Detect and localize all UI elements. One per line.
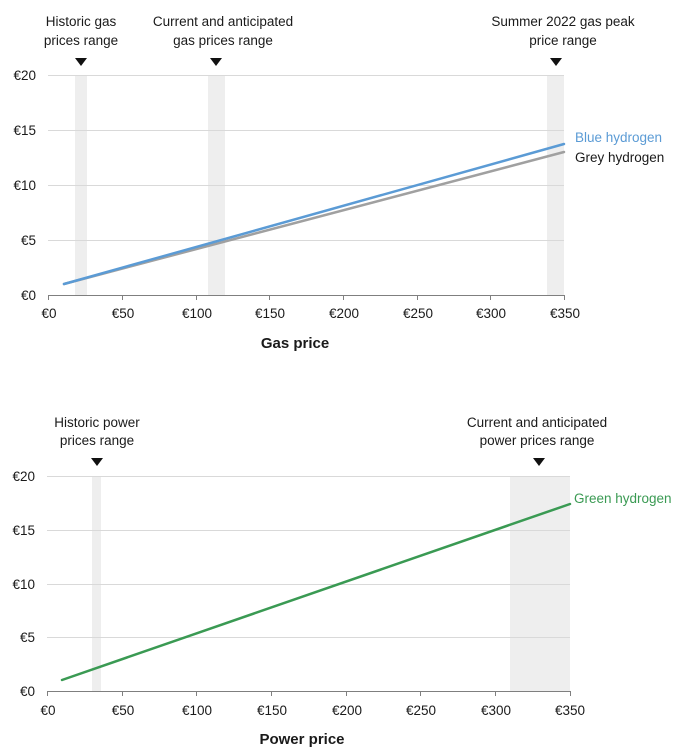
gas-x-tick: €250 [403,306,433,321]
summer-2022-annotation-line2: price range [529,33,597,48]
current-power-annotation-line2: power prices range [480,433,595,448]
power-x-tick: €300 [481,703,511,718]
triangle-down-icon [91,458,103,466]
current-gas-annotation-line1: Current and anticipated [153,14,293,29]
gas-y-tick: €0 [21,288,36,303]
gas-y-tick: €15 [13,123,36,138]
power-x-axis [47,691,571,696]
power-x-axis-title: Power price [259,731,344,748]
power-y-tick: €15 [12,523,35,538]
gas-x-tick: €0 [41,306,56,321]
power-y-tick: €0 [20,684,35,699]
historic-power-annotation-line1: Historic power [54,415,140,430]
triangle-down-icon [210,58,222,66]
power-x-tick: €150 [257,703,287,718]
blue-hydrogen-label: Blue hydrogen [575,130,662,145]
power-y-tick: €20 [12,469,35,484]
power-gridlines [47,476,570,638]
gas-price-chart: €20 €15 €10 €5 €0 €0 €50 €100 €150 €200 … [13,14,664,352]
gas-x-tick: €200 [329,306,359,321]
gas-x-axis [48,295,565,300]
power-y-tick: €10 [12,577,35,592]
gas-x-axis-title: Gas price [261,335,329,352]
power-x-tick: €100 [182,703,212,718]
gas-y-tick: €10 [13,178,36,193]
triangle-down-icon [550,58,562,66]
green-hydrogen-label: Green hydrogen [574,491,672,506]
grey-hydrogen-line [62,150,566,286]
gas-x-tick: €300 [476,306,506,321]
summer-2022-annotation-line1: Summer 2022 gas peak [491,14,635,29]
current-power-annotation-line1: Current and anticipated [467,415,607,430]
current-gas-annotation-line2: gas prices range [173,33,273,48]
historic-gas-annotation-line2: prices range [44,33,118,48]
power-x-tick: €250 [406,703,436,718]
gas-y-tick: €5 [21,233,36,248]
current-power-band [510,476,570,691]
triangle-down-icon [533,458,545,466]
green-hydrogen-line [60,502,572,682]
power-x-tick: €350 [555,703,585,718]
blue-hydrogen-line [62,142,566,286]
power-y-tick: €5 [20,630,35,645]
historic-power-annotation-line2: prices range [60,433,134,448]
power-x-tick: €200 [332,703,362,718]
gas-y-tick: €20 [13,68,36,83]
triangle-down-icon [75,58,87,66]
gas-gridlines [48,75,564,241]
gas-x-tick: €50 [112,306,135,321]
historic-power-band [92,476,101,691]
grey-hydrogen-label: Grey hydrogen [575,150,664,165]
power-x-tick: €0 [40,703,55,718]
gas-x-tick: €100 [182,306,212,321]
gas-x-tick: €150 [255,306,285,321]
gas-x-tick: €350 [550,306,580,321]
power-price-chart: €20 €15 €10 €5 €0 €0 €50 €100 €150 €200 … [12,415,671,748]
power-x-tick: €50 [112,703,135,718]
historic-gas-annotation-line1: Historic gas [46,14,117,29]
